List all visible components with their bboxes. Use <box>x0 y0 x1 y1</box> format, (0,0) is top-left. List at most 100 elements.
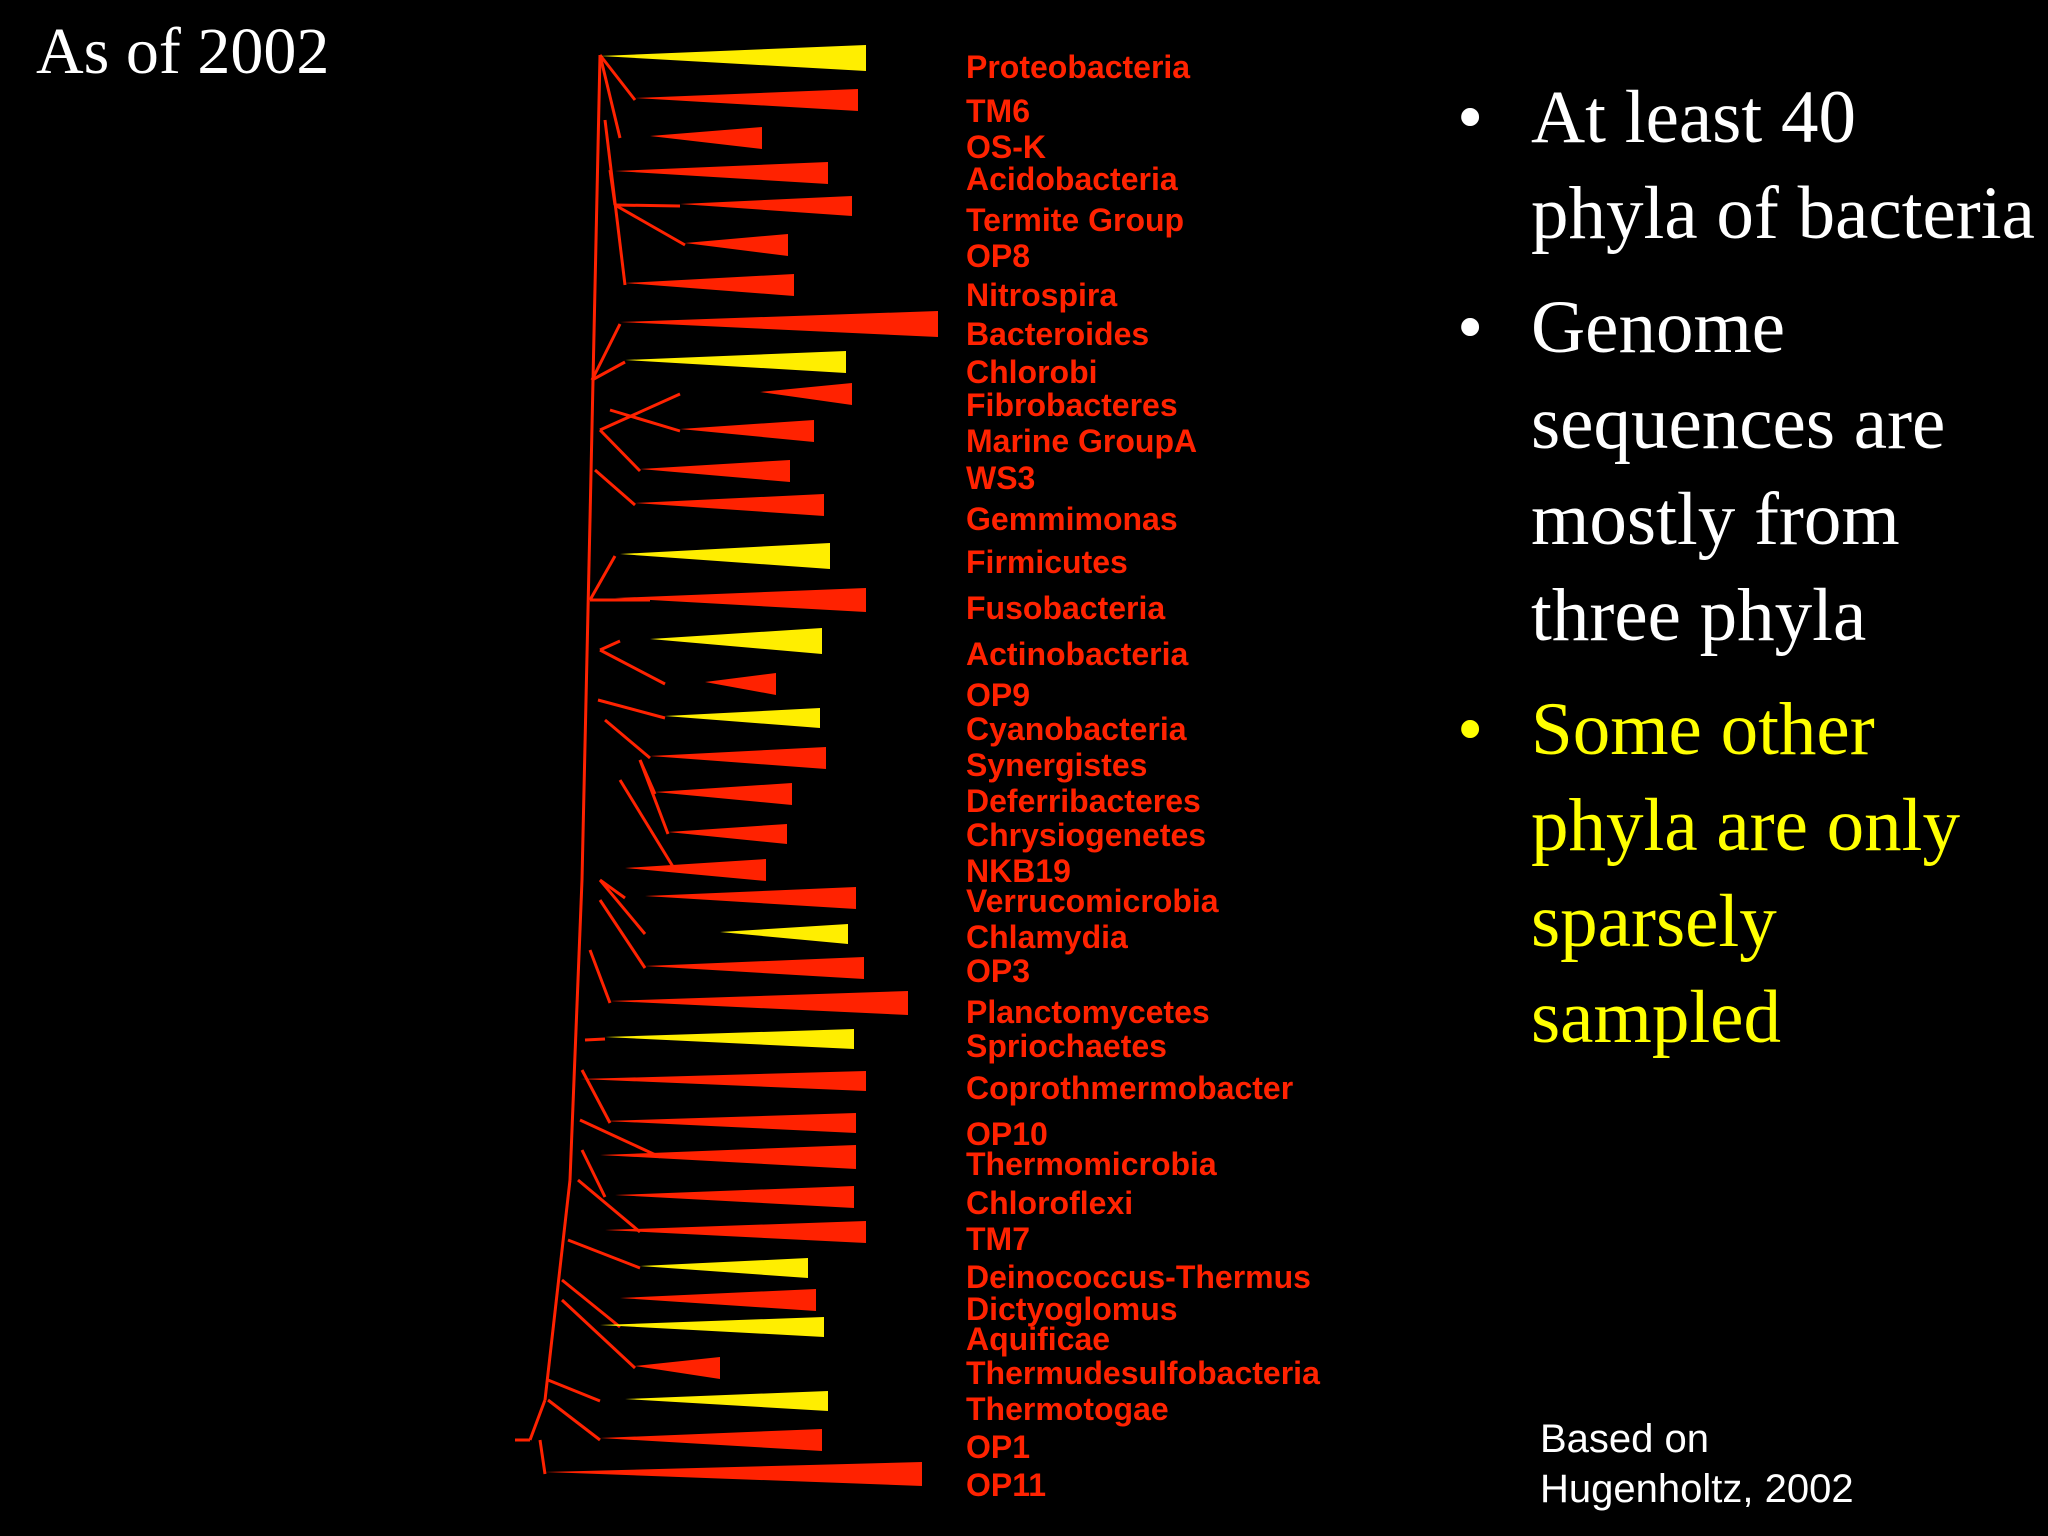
tree-branch <box>547 1398 601 1442</box>
tree-branch <box>614 203 681 208</box>
tree-branch <box>543 1179 572 1401</box>
tree-branch <box>597 698 666 720</box>
tree-branch <box>594 468 636 507</box>
phylum-label: Nitrospira <box>966 277 1117 313</box>
phylum-wedge <box>620 543 830 569</box>
tree-branch <box>599 648 666 686</box>
phylum-label: Fusobacteria <box>966 590 1165 626</box>
phylum-wedge <box>600 1429 822 1451</box>
citation-line-1: Based on <box>1540 1417 1710 1461</box>
tree-branch <box>547 1378 601 1403</box>
tree-branch <box>590 323 622 381</box>
tree-branch <box>591 360 626 382</box>
phylum-label: Coprothmermobacter <box>966 1070 1293 1106</box>
phylum-wedge <box>635 494 824 516</box>
phylum-wedge <box>705 673 776 695</box>
bullet-item: • Some other phyla are only sparsely samp… <box>1445 682 2035 1066</box>
phylum-wedge <box>605 1029 854 1049</box>
phylum-wedge <box>600 45 866 71</box>
phylum-label: Firmicutes <box>966 544 1128 580</box>
tree-branch <box>561 1278 621 1329</box>
phylum-wedge <box>545 1462 922 1486</box>
tree-branch <box>567 1238 641 1270</box>
slide-title: As of 2002 <box>36 15 330 88</box>
tree-branch <box>528 1399 547 1441</box>
phylum-wedge <box>635 1357 720 1379</box>
tree-branch <box>609 408 681 433</box>
tree-branch <box>598 428 642 473</box>
bullet-text: At least 40 phyla of bacteria <box>1531 76 2035 255</box>
phylum-wedge <box>580 1071 866 1091</box>
tree-wedges <box>545 45 938 1486</box>
tree-branch <box>603 119 627 286</box>
tree-branch <box>560 1298 637 1370</box>
phylum-label: OS-K <box>966 129 1046 165</box>
phylum-label: OP1 <box>966 1429 1030 1465</box>
bullet-item: • At least 40 phyla of bacteria <box>1445 70 2035 262</box>
phylum-label: Aquificae <box>966 1321 1110 1357</box>
bullet-text: Some other phyla are only sparsely sampl… <box>1531 688 1961 1059</box>
tree-branch <box>598 54 637 101</box>
phylum-wedge <box>680 196 852 216</box>
phylum-wedge <box>650 747 826 769</box>
phylum-label: Thermotogae <box>966 1391 1169 1427</box>
phylum-label: Marine GroupA <box>966 423 1197 459</box>
phylum-wedge <box>635 89 858 111</box>
phylum-label: WS3 <box>966 460 1035 496</box>
phylum-label: OP8 <box>966 238 1030 274</box>
phylum-label: Verrucomicrobia <box>966 883 1219 919</box>
phylum-wedge <box>720 924 848 944</box>
tree-branch <box>579 1118 661 1159</box>
phylum-wedge <box>640 1258 808 1278</box>
phylum-wedge <box>655 783 792 805</box>
phylum-label: Spriochaetes <box>966 1028 1167 1064</box>
bullet-dot-icon: • <box>1457 76 1484 159</box>
tree-branch <box>598 899 647 969</box>
phylum-wedge <box>668 824 787 844</box>
phylum-label: TM6 <box>966 93 1030 129</box>
phylum-wedge <box>620 1289 816 1311</box>
phylum-label: Termite Group <box>966 202 1184 238</box>
phylum-label: Chloroflexi <box>966 1185 1133 1221</box>
bullet-list: • At least 40 phyla of bacteria • Genome se… <box>1445 70 2035 1084</box>
phylum-wedge <box>645 887 856 909</box>
phylum-wedge <box>625 1391 828 1411</box>
tree-branch <box>580 1069 612 1124</box>
phylum-label: Chlamydia <box>966 919 1128 955</box>
tree-branch <box>599 392 681 432</box>
tree-branch <box>568 879 584 1181</box>
tree-branch <box>598 879 647 935</box>
phylum-label: OP9 <box>966 677 1030 713</box>
citation: Based on Hugenholtz, 2002 <box>1540 1414 1854 1514</box>
tree-branch <box>599 639 621 652</box>
phylum-label: Chrysiogenetes <box>966 817 1206 853</box>
phylum-label: Gemmimonas <box>966 501 1178 537</box>
tree-branch <box>598 54 622 139</box>
phylum-wedge <box>650 127 762 149</box>
tree-branch <box>588 54 602 521</box>
phylum-label: Proteobacteria <box>966 49 1190 85</box>
tree-branch <box>618 779 677 871</box>
phylum-label: Deinococcus-Thermus <box>966 1259 1311 1295</box>
phylum-label: NKB19 <box>966 853 1071 889</box>
phylum-label: Deferribacteres <box>966 783 1201 819</box>
bullet-dot-icon: • <box>1457 286 1484 369</box>
phylum-label: Cyanobacteria <box>966 711 1187 747</box>
phylum-label: Synergistes <box>966 747 1147 783</box>
phylum-label: Fibrobacteres <box>966 387 1178 423</box>
tree-branches <box>515 54 686 1475</box>
tree-branch <box>584 1037 606 1042</box>
phylum-label: TM7 <box>966 1221 1030 1257</box>
phylum-wedge <box>620 311 938 337</box>
phylum-label: OP3 <box>966 953 1030 989</box>
tree-branch <box>580 519 592 881</box>
phylum-wedge <box>605 1113 856 1133</box>
tree-branch <box>588 555 617 601</box>
phylum-wedge <box>625 274 794 296</box>
phylum-label: Bacteroides <box>966 316 1149 352</box>
bullet-item: • Genome sequences are mostly from three … <box>1445 280 2035 664</box>
phylum-wedge <box>685 234 788 256</box>
phylum-wedge <box>760 383 852 405</box>
